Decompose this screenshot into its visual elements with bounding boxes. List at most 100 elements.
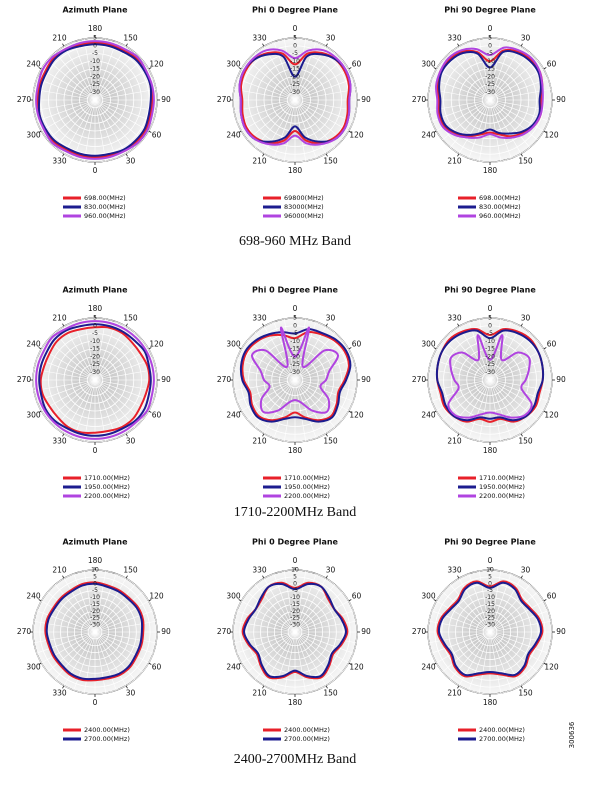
angle-tick-label: 210 <box>447 436 462 445</box>
angle-tick-label: 300 <box>421 340 436 349</box>
pattern-line <box>35 320 155 440</box>
radial-grid-ring <box>87 624 103 640</box>
legend-label: 1710.00(MHz) <box>284 474 330 482</box>
spoke <box>36 610 96 633</box>
pattern-line <box>45 582 144 681</box>
radial-tick-label: -15 <box>485 66 495 73</box>
radial-grid-ring <box>53 590 137 674</box>
angle-tick-label: 60 <box>152 663 162 672</box>
radial-grid-ring <box>240 325 350 435</box>
radial-tick-label: -10 <box>90 58 100 65</box>
pattern-line <box>239 51 351 145</box>
radial-tick-label: -25 <box>485 81 495 88</box>
radial-tick-label: -5 <box>292 50 298 57</box>
spoke <box>478 570 491 633</box>
radial-tick-label: -5 <box>487 587 493 594</box>
spoke <box>241 631 296 664</box>
radial-tick-label: 0 <box>93 322 97 329</box>
angle-tick <box>148 347 152 350</box>
angle-tick <box>457 575 460 579</box>
angle-tick <box>62 433 65 437</box>
legend-label: 830.00(MHz) <box>479 203 521 211</box>
spoke <box>94 631 117 691</box>
spoke <box>94 584 136 633</box>
radial-tick-label: 5 <box>293 35 297 42</box>
angle-tick-label: 270 <box>17 375 32 384</box>
radial-tick-label: -30 <box>290 89 300 96</box>
band-label: 698-960 MHz Band <box>239 234 351 249</box>
pattern-line <box>243 582 347 679</box>
angle-tick-label: 150 <box>123 34 138 43</box>
angle-tick-label: 330 <box>52 436 67 445</box>
angle-tick <box>348 599 352 602</box>
radial-grid-ring <box>255 60 335 140</box>
pattern-line <box>238 48 352 146</box>
angle-tick <box>125 153 128 157</box>
legend-label: 2700.00(MHz) <box>284 735 330 743</box>
angle-tick-label: 0 <box>488 556 493 565</box>
spoke <box>33 620 96 633</box>
angle-tick-label: 120 <box>149 340 164 349</box>
spoke <box>294 631 343 673</box>
chart-title: Azimuth Plane <box>62 286 128 295</box>
angle-tick <box>348 130 352 133</box>
angle-tick <box>262 685 265 689</box>
radial-tick-label: -30 <box>90 89 100 96</box>
angle-tick-label: 180 <box>288 166 303 175</box>
angle-tick-label: 0 <box>293 556 298 565</box>
spoke <box>94 578 127 633</box>
angle-tick-label: 240 <box>226 663 241 672</box>
pattern-line <box>241 330 350 422</box>
angle-tick-label: 120 <box>149 592 164 601</box>
angle-tick-label: 90 <box>361 375 371 384</box>
chart-title: Phi 90 Degree Plane <box>444 6 536 15</box>
polar-chart: 03060901201501802102402703003301050-5-10… <box>17 538 171 744</box>
chart-title: Phi 90 Degree Plane <box>444 538 536 547</box>
angle-tick-label: 180 <box>483 166 498 175</box>
angle-tick <box>38 347 42 350</box>
spoke <box>489 591 538 633</box>
radial-grid-ring <box>455 597 525 667</box>
angle-tick <box>433 67 437 70</box>
spoke <box>294 631 354 654</box>
spoke <box>489 570 502 633</box>
angle-tick-label: 120 <box>349 663 364 672</box>
spoke <box>94 631 107 694</box>
radial-tick-label: -25 <box>485 615 495 622</box>
angle-tick-label: 0 <box>93 446 98 455</box>
spoke <box>489 600 544 633</box>
angle-tick-label: 210 <box>252 156 267 165</box>
spoke <box>94 573 117 633</box>
angle-tick-label: 300 <box>26 411 41 420</box>
angle-tick <box>38 130 42 133</box>
legend-label: 69800(MHz) <box>284 194 324 202</box>
radial-tick-label: -25 <box>90 81 100 88</box>
pattern-line <box>438 49 542 136</box>
angle-tick-label: 150 <box>123 566 138 575</box>
angle-tick <box>543 599 547 602</box>
spoke <box>94 600 149 633</box>
spoke <box>489 631 552 644</box>
angle-tick-label: 60 <box>152 131 162 140</box>
angle-tick <box>348 410 352 413</box>
angle-tick <box>520 43 523 47</box>
angle-tick-label: 270 <box>17 95 32 104</box>
radial-tick-label: -20 <box>90 353 100 360</box>
legend-label: 2200.00(MHz) <box>284 492 330 500</box>
angle-tick-label: 120 <box>349 411 364 420</box>
spoke <box>431 631 491 654</box>
spoke <box>94 610 154 633</box>
spoke <box>294 631 317 691</box>
radial-grid-ring <box>279 84 311 116</box>
angle-tick <box>62 575 65 579</box>
radial-tick-label: 10 <box>486 567 494 574</box>
angle-tick-label: 60 <box>352 592 362 601</box>
angle-tick-label: 240 <box>421 663 436 672</box>
angle-tick-label: 0 <box>488 304 493 313</box>
angle-tick-label: 90 <box>161 627 171 636</box>
radial-tick-label: 10 <box>291 567 299 574</box>
radial-grid-ring <box>287 624 303 640</box>
chart-title: Phi 0 Degree Plane <box>252 538 339 547</box>
